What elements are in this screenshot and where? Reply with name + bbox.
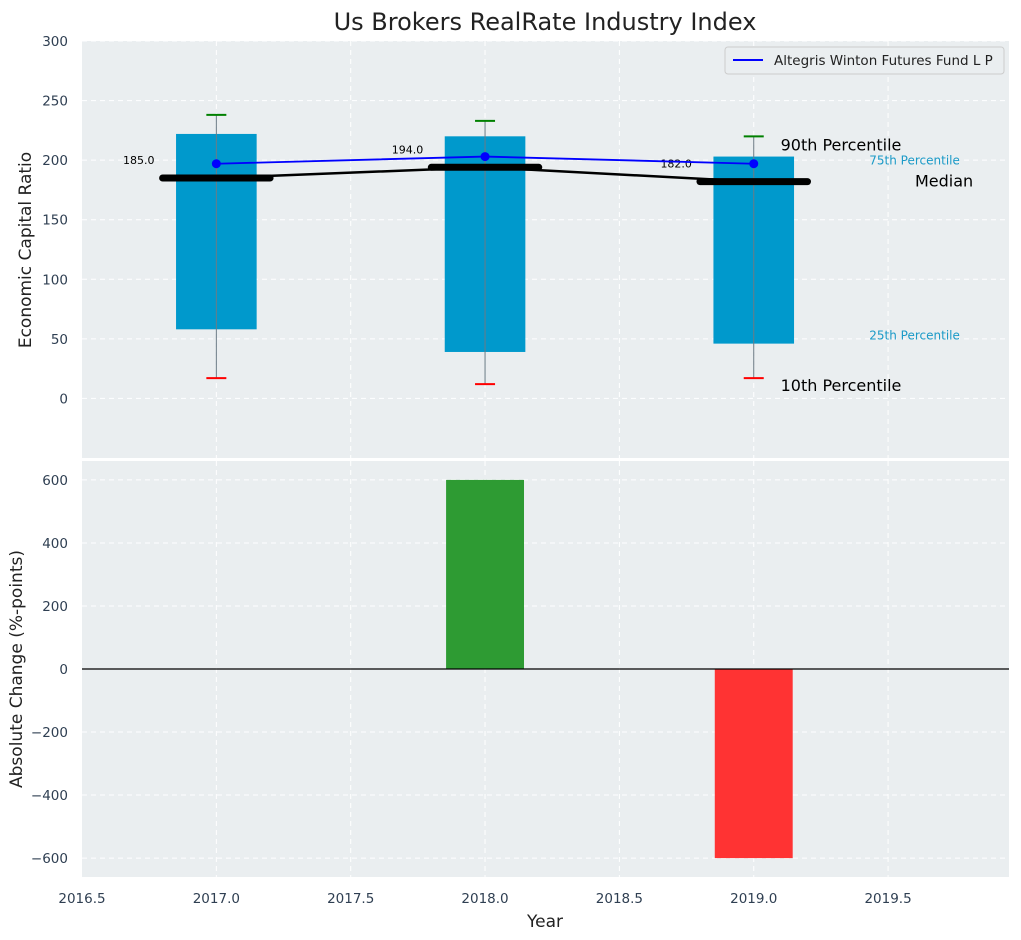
- x-tick-label: 2019.0: [730, 891, 777, 907]
- p25-annotation: 25th Percentile: [869, 329, 960, 343]
- x-tick-label: 2017.5: [327, 891, 374, 907]
- x-tick-label: 2018.0: [461, 891, 508, 907]
- change-bar: [446, 479, 525, 669]
- top-y-tick-label: 0: [59, 391, 68, 407]
- top-y-axis-label: Economic Capital Ratio: [16, 152, 36, 348]
- top-y-tick-label: 200: [42, 153, 68, 169]
- x-tick-label: 2017.0: [193, 891, 240, 907]
- legend: Altegris Winton Futures Fund L P: [724, 46, 1005, 75]
- bottom-panel-marks: [82, 479, 1009, 859]
- median-annotation: Median: [915, 172, 973, 191]
- bottom-y-tick-label: 200: [42, 599, 68, 615]
- legend-series-name: Altegris Winton Futures Fund L P: [774, 53, 993, 69]
- x-axis-label: Year: [526, 912, 563, 932]
- bottom-y-tick-label: −600: [31, 851, 68, 867]
- top-y-tick-label: 150: [42, 213, 68, 229]
- chart-title: Us Brokers RealRate Industry Index: [334, 8, 757, 36]
- series-point: [211, 159, 221, 169]
- top-y-tick-label: 250: [42, 94, 68, 110]
- x-tick-label: 2016.5: [58, 891, 105, 907]
- change-bar: [714, 669, 793, 859]
- bottom-y-tick-label: −200: [31, 725, 68, 741]
- bottom-y-tick-label: 0: [59, 662, 68, 678]
- series-point: [480, 152, 490, 162]
- top-y-tick-label: 100: [42, 272, 68, 288]
- series-point: [749, 159, 759, 169]
- bottom-y-tick-label: 400: [42, 536, 68, 552]
- median-value-label: 182.0: [660, 158, 692, 171]
- bottom-y-tick-label: 600: [42, 473, 68, 489]
- p10-annotation: 10th Percentile: [781, 376, 902, 395]
- p75-annotation: 75th Percentile: [869, 154, 960, 168]
- bottom-y-axis-label: Absolute Change (%-points): [7, 550, 27, 788]
- p90-annotation: 90th Percentile: [781, 135, 902, 154]
- x-tick-label: 2018.5: [596, 891, 643, 907]
- median-value-label: 185.0: [123, 154, 155, 167]
- top-panel-marks: 185.0 194.0 182.0 90th Percentile 10th Perce…: [123, 113, 973, 395]
- median-value-label: 194.0: [392, 143, 424, 156]
- bottom-y-tick-label: −400: [31, 788, 68, 804]
- top-y-tick-label: 300: [42, 34, 68, 50]
- legend-box: [724, 46, 1005, 75]
- x-tick-label: 2019.5: [864, 891, 911, 907]
- top-y-tick-label: 50: [51, 332, 68, 348]
- axis-ticks: 0 50 100 150 200 250 300 −600 −400 −200 0 200 400 600…: [31, 34, 912, 907]
